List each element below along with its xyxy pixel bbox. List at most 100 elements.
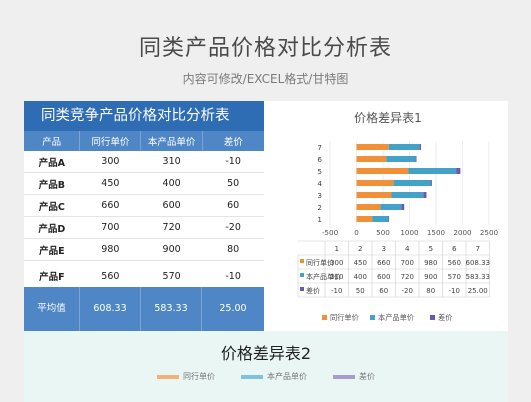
cell-own: 400	[140, 172, 203, 195]
table-cell: -20	[402, 287, 413, 295]
bar-segment	[356, 168, 409, 174]
bar-segment	[415, 156, 417, 162]
cell-diff: -20	[202, 216, 264, 239]
legend-swatch	[241, 374, 263, 379]
page-title: 同类产品价格对比分析表	[138, 36, 392, 61]
bar-segment	[456, 168, 461, 174]
legend-label: 本产品单价	[378, 313, 414, 322]
table-row: 产品E 980 900 80	[24, 238, 264, 261]
table-series-swatch	[300, 287, 304, 291]
legend-swatch	[157, 374, 179, 379]
average-label: 平均值	[24, 287, 80, 331]
table-header-cell: 4	[405, 244, 410, 253]
cell-product: 产品D	[24, 216, 80, 239]
legend-item: 同行单价	[157, 371, 215, 382]
average-peer: 608.33	[80, 287, 141, 331]
table-cell: 660	[377, 259, 390, 267]
cell-peer: 700	[79, 216, 141, 239]
table-cell: 583.33	[466, 273, 491, 281]
bar-segment	[401, 204, 405, 210]
cell-own: 310	[140, 151, 203, 173]
cell-product: 产品F	[24, 260, 80, 292]
table-header-cell: 2	[358, 244, 363, 253]
bar-segment	[356, 192, 392, 198]
table-series-swatch	[300, 273, 304, 277]
cell-own: 720	[140, 216, 203, 239]
legend-label: 差价	[438, 313, 452, 322]
legend-swatch	[370, 315, 375, 320]
table-cell: 450	[354, 259, 367, 267]
average-own: 583.33	[141, 287, 202, 331]
bar-segment	[408, 168, 457, 174]
table-cell: 600	[377, 273, 390, 281]
bar-segment	[388, 216, 389, 222]
cell-product: 产品A	[24, 151, 80, 173]
table-cell: 720	[401, 273, 414, 281]
table-cell: 310	[330, 273, 343, 281]
cell-peer: 660	[79, 194, 141, 217]
table-cell: 980	[424, 259, 437, 267]
x-tick-label: 500	[376, 228, 390, 237]
legend-label: 同行单价	[183, 372, 215, 381]
y-tick-label: 5	[317, 167, 322, 176]
table-cell: 60	[379, 287, 388, 295]
price-table: 同类竞争产品价格对比分析表 产品 同行单价 本产品单价 差价 产品A 300 3…	[24, 101, 264, 331]
legend-item: 本产品单价	[241, 371, 307, 382]
cell-peer: 450	[79, 172, 141, 195]
cell-product: 产品C	[24, 194, 80, 217]
header-product: 产品	[24, 131, 81, 151]
bar-segment	[356, 216, 373, 222]
table-series-swatch	[300, 259, 304, 263]
table-header-cell: 5	[428, 244, 433, 253]
y-tick-label: 3	[317, 191, 322, 200]
legend-label: 差价	[359, 372, 375, 381]
legend-swatch	[322, 315, 327, 320]
bar-segment	[356, 180, 394, 186]
cell-own: 900	[140, 238, 203, 261]
bar-segment	[380, 204, 402, 210]
legend-label: 本产品单价	[267, 372, 307, 381]
table-cell: -10	[449, 287, 460, 295]
bar-segment	[356, 144, 389, 150]
bar-segment	[386, 156, 417, 162]
table-cell: 570	[448, 273, 461, 281]
table-cell: -10	[331, 287, 342, 295]
cell-peer: 300	[79, 151, 141, 173]
table-title: 同类竞争产品价格对比分析表	[24, 101, 264, 131]
legend-swatch	[333, 374, 355, 379]
cell-peer: 560	[79, 260, 141, 292]
cell-peer: 980	[79, 238, 141, 261]
legend-swatch	[430, 315, 435, 320]
cell-diff: 60	[202, 194, 264, 217]
table-header-cell: 7	[475, 244, 480, 253]
bar-segment	[372, 216, 389, 222]
legend-label: 同行单价	[330, 313, 359, 322]
cell-diff: -10	[202, 151, 264, 173]
cell-diff: 50	[202, 172, 264, 195]
cell-own: 570	[140, 260, 203, 292]
table-cell: 608.33	[466, 259, 491, 267]
x-tick-label: -500	[322, 228, 339, 237]
table-header-cell: 3	[381, 244, 386, 253]
bar-segment	[423, 192, 427, 198]
bar-segment	[393, 180, 432, 186]
y-tick-label: 6	[317, 155, 322, 164]
page-subtitle: 内容可修改/EXCEL格式/甘特图	[182, 72, 349, 86]
header-diff: 差价	[202, 131, 264, 151]
legend-item: 差价	[333, 371, 375, 382]
table-cell: 700	[401, 259, 414, 267]
table-row: 产品A 300 310 -10	[24, 151, 264, 173]
bar-segment	[391, 192, 424, 198]
cell-own: 600	[140, 194, 203, 217]
header-peer-price: 同行单价	[79, 131, 142, 151]
table-cell: 400	[354, 273, 367, 281]
price-difference-chart-1: 价格差异表1 -500 0 500 1000 1500 2000 2500 1 2 3 4 5 6 7 1 2 3…	[297, 110, 499, 322]
x-tick-label: 1500	[427, 228, 446, 237]
table-series-label: 本产品单价	[306, 272, 341, 281]
cell-diff: 80	[202, 238, 264, 261]
table-cell: 80	[426, 287, 435, 295]
bar-segment	[356, 156, 387, 162]
table-cell: 900	[424, 273, 437, 281]
x-tick-label: 2500	[480, 228, 499, 237]
table-cell: 560	[448, 259, 461, 267]
